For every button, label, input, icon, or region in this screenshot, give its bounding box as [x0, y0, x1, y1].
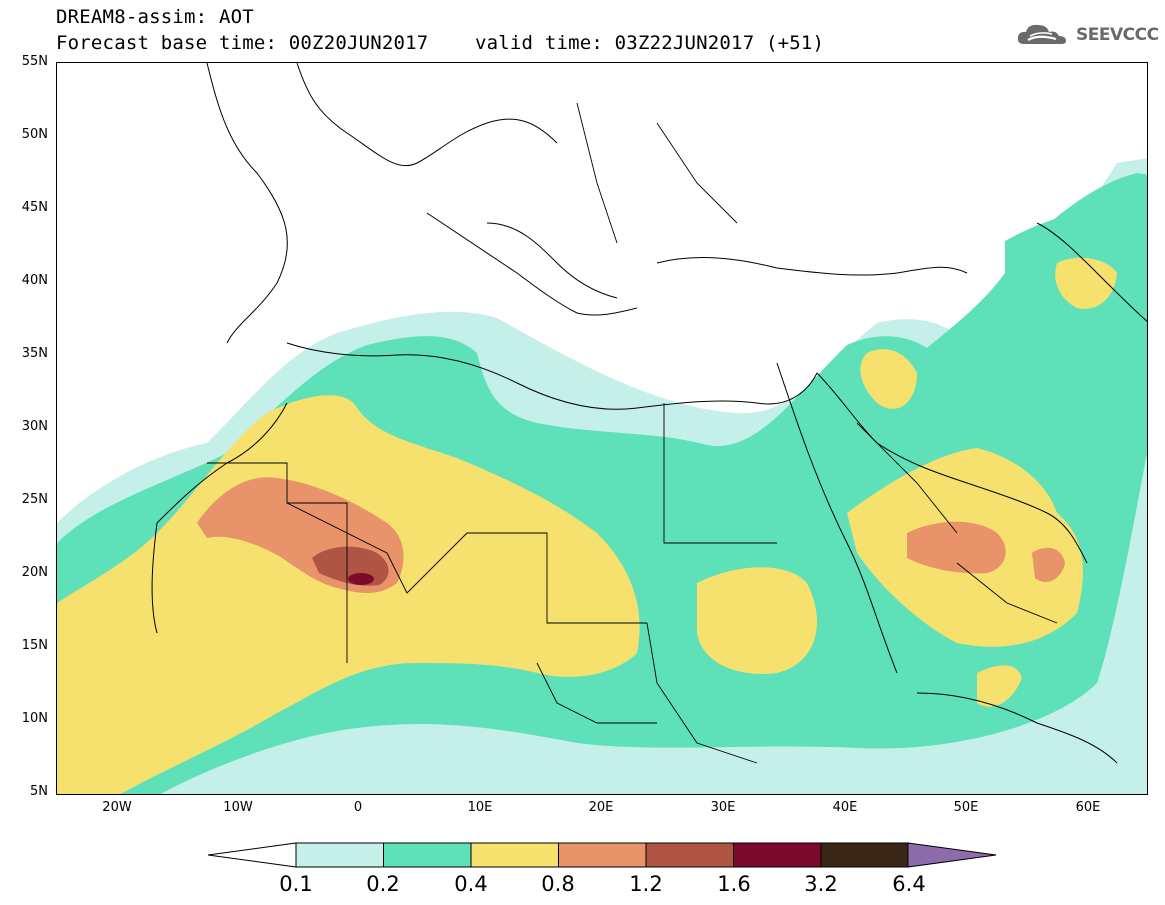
colorbar-svg — [207, 842, 997, 868]
seevccc-logo: SEEVCCC — [1016, 22, 1159, 48]
lat-label: 10N — [21, 711, 48, 726]
legend-label: 0.2 — [366, 872, 400, 896]
colorbar-cell — [733, 842, 822, 868]
map-title: DREAM8-assim: AOT — [56, 6, 254, 28]
lat-label: 35N — [21, 346, 48, 361]
colorbar-cell — [558, 842, 647, 868]
lat-label: 30N — [21, 419, 48, 434]
legend-label: 0.8 — [541, 872, 575, 896]
lat-label: 50N — [21, 127, 48, 142]
lat-label: 55N — [21, 54, 48, 69]
colorbar-upper-triangle — [907, 842, 997, 868]
colorbar-cell — [383, 842, 472, 868]
lat-label: 5N — [30, 784, 48, 799]
legend-label: 0.1 — [279, 872, 313, 896]
lat-label: 20N — [21, 565, 48, 580]
lat-label: 45N — [21, 200, 48, 215]
map-canvas — [56, 62, 1148, 795]
colorbar — [207, 842, 998, 872]
forecast-times: Forecast base time: 00Z20JUN2017 valid t… — [56, 32, 825, 54]
legend-label: 3.2 — [804, 872, 838, 896]
colorbar-cell — [470, 842, 559, 868]
colorbar-cell — [295, 842, 384, 868]
country-borders — [207, 102, 1058, 764]
colorbar-lower-triangle — [207, 842, 297, 868]
aot-band-1.6 — [348, 573, 374, 585]
legend-label: 1.6 — [717, 872, 751, 896]
cloud-icon — [1017, 24, 1066, 44]
lon-label: 10E — [467, 800, 493, 815]
lon-label: 30E — [710, 800, 736, 815]
lon-label: 0 — [353, 800, 363, 815]
aot-map — [57, 63, 1147, 794]
lon-label: 50E — [953, 800, 979, 815]
lon-label: 40E — [832, 800, 858, 815]
aot-band-0.4 — [57, 257, 1117, 794]
lon-label: 20W — [102, 800, 132, 815]
lat-label: 25N — [21, 492, 48, 507]
logo-text: SEEVCCC — [1076, 25, 1159, 45]
colorbar-cell — [820, 842, 909, 868]
lon-label: 10W — [223, 800, 253, 815]
legend-label: 1.2 — [629, 872, 663, 896]
coastlines — [151, 63, 1147, 764]
lat-label: 15N — [21, 638, 48, 653]
lon-label: 60E — [1075, 800, 1101, 815]
legend-label: 6.4 — [892, 872, 926, 896]
colorbar-cell — [645, 842, 734, 868]
lon-label: 20E — [588, 800, 614, 815]
lat-label: 40N — [21, 273, 48, 288]
legend-label: 0.4 — [454, 872, 488, 896]
